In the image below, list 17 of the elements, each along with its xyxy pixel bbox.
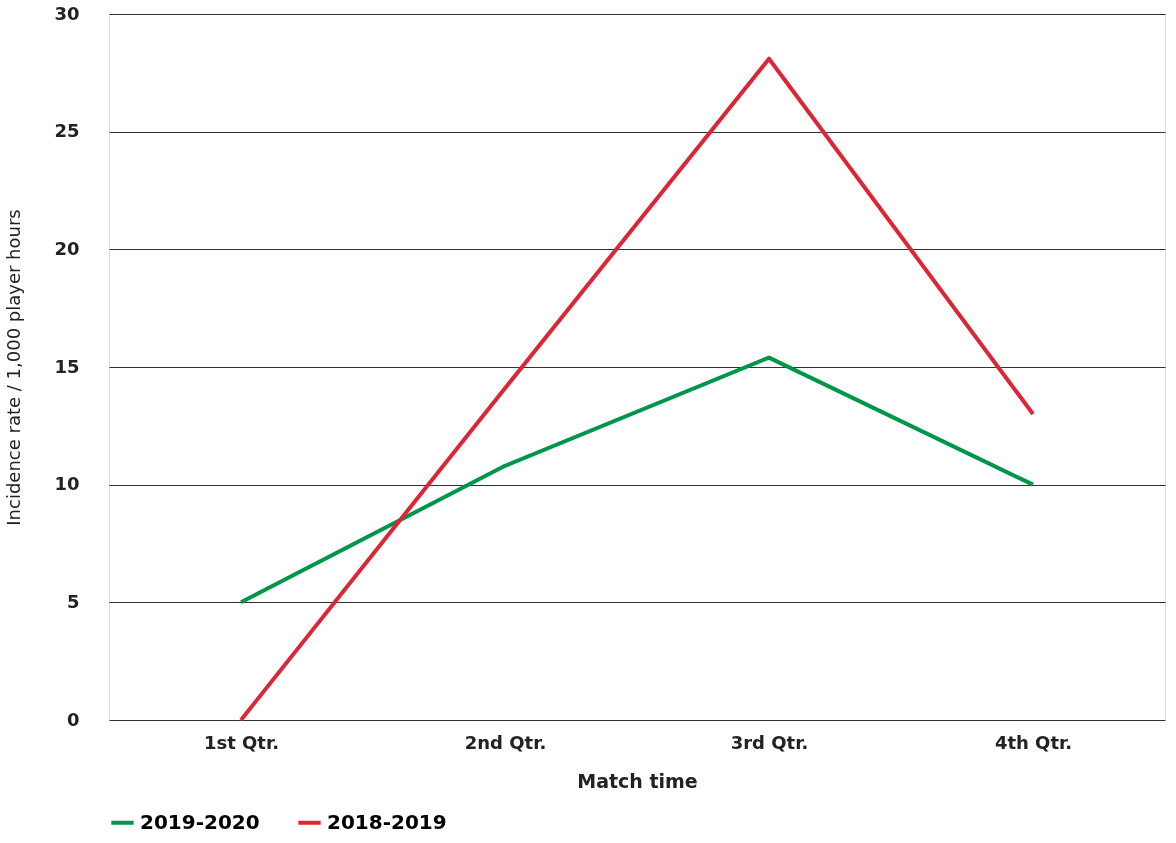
- x-tick-label: 2nd Qtr.: [464, 731, 547, 753]
- x-tick-label: 1st Qtr.: [203, 731, 280, 753]
- y-tick-label: 5: [66, 590, 80, 612]
- y-tick-label: 10: [54, 473, 80, 495]
- line-series: [239, 355, 1035, 605]
- legend-label: 2018-2019: [327, 809, 447, 834]
- legend-label: 2019-2020: [140, 809, 260, 834]
- y-tick-label: 30: [54, 2, 80, 24]
- y-tick-label: 25: [54, 120, 80, 142]
- y-tick-label: 0: [66, 708, 80, 730]
- y-tick-label: 15: [54, 355, 80, 377]
- y-tick-label: 20: [54, 237, 80, 259]
- x-axis-title: Match time: [577, 769, 698, 792]
- x-tick-label: 3rd Qtr.: [730, 731, 809, 753]
- y-axis-title: Incidence rate / 1,000 player hours: [3, 209, 25, 526]
- x-tick-label: 4th Qtr.: [994, 731, 1073, 753]
- line-series: [239, 56, 1035, 722]
